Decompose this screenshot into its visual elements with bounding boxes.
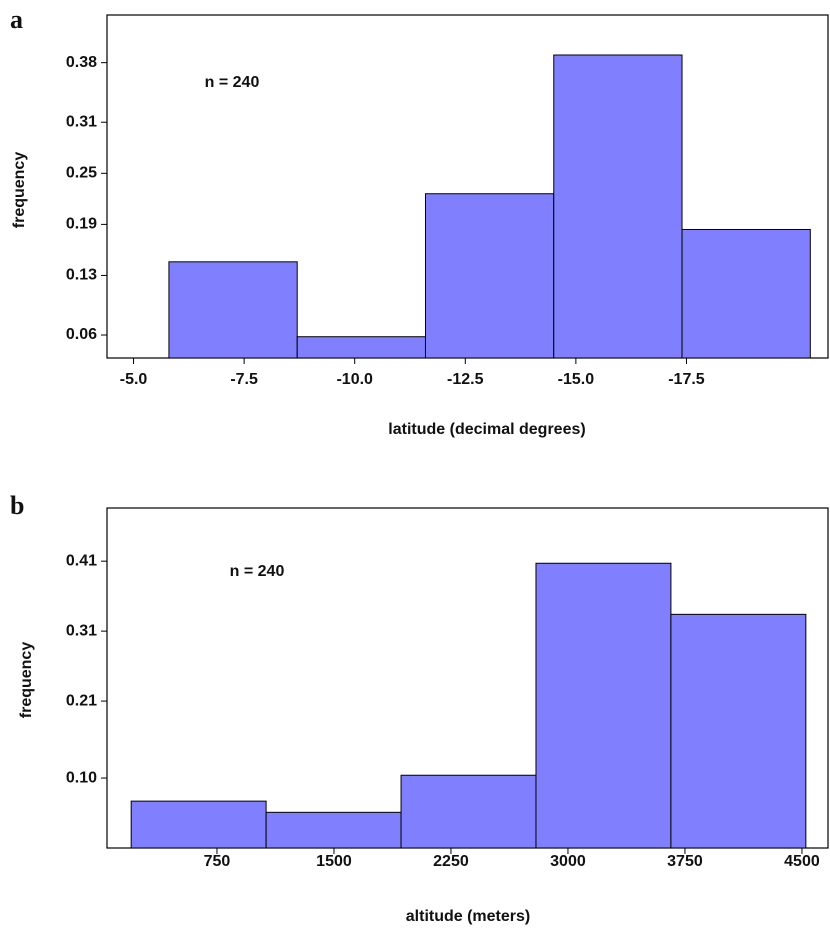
x-tick-label: -15.0	[558, 371, 595, 388]
bar	[681, 228, 811, 359]
x-tick-label: 3750	[667, 853, 703, 870]
x-tick-label: 750	[204, 853, 231, 870]
annotation: n = 240	[230, 563, 285, 580]
panel-label: b	[10, 491, 24, 520]
bar	[296, 336, 426, 359]
bar	[535, 562, 672, 849]
x-tick-label: -7.5	[230, 371, 258, 388]
y-tick-label: 0.41	[66, 552, 97, 569]
x-axis-title: latitude (decimal degrees)	[388, 421, 585, 438]
bar	[265, 811, 402, 849]
y-tick-label: 0.19	[66, 216, 97, 233]
y-tick-label: 0.38	[66, 54, 97, 71]
bar	[130, 800, 267, 849]
x-tick-label: 3000	[550, 853, 586, 870]
y-tick-label: 0.13	[66, 267, 97, 284]
x-tick-label: -10.0	[336, 371, 373, 388]
y-axis-title: frequency	[11, 152, 28, 229]
panel-label: a	[10, 5, 23, 34]
x-tick-label: -5.0	[120, 371, 148, 388]
y-tick-label: 0.06	[66, 326, 97, 343]
bar	[553, 54, 683, 359]
y-tick-label: 0.31	[66, 622, 97, 639]
x-axis-title: altitude (meters)	[406, 908, 530, 925]
y-tick-label: 0.10	[66, 769, 97, 786]
bar	[424, 193, 555, 359]
bar	[670, 613, 807, 849]
x-tick-label: 2250	[433, 853, 469, 870]
x-tick-label: 4500	[784, 853, 820, 870]
y-tick-label: 0.31	[66, 113, 97, 130]
x-tick-label: -17.5	[668, 371, 705, 388]
x-tick-label: 1500	[316, 853, 352, 870]
annotation: n = 240	[205, 74, 260, 91]
y-tick-label: 0.21	[66, 692, 97, 709]
x-tick-label: -12.5	[447, 371, 484, 388]
bar	[400, 774, 537, 849]
y-axis-title: frequency	[18, 642, 35, 719]
y-tick-label: 0.25	[66, 165, 97, 182]
bar	[168, 261, 298, 359]
